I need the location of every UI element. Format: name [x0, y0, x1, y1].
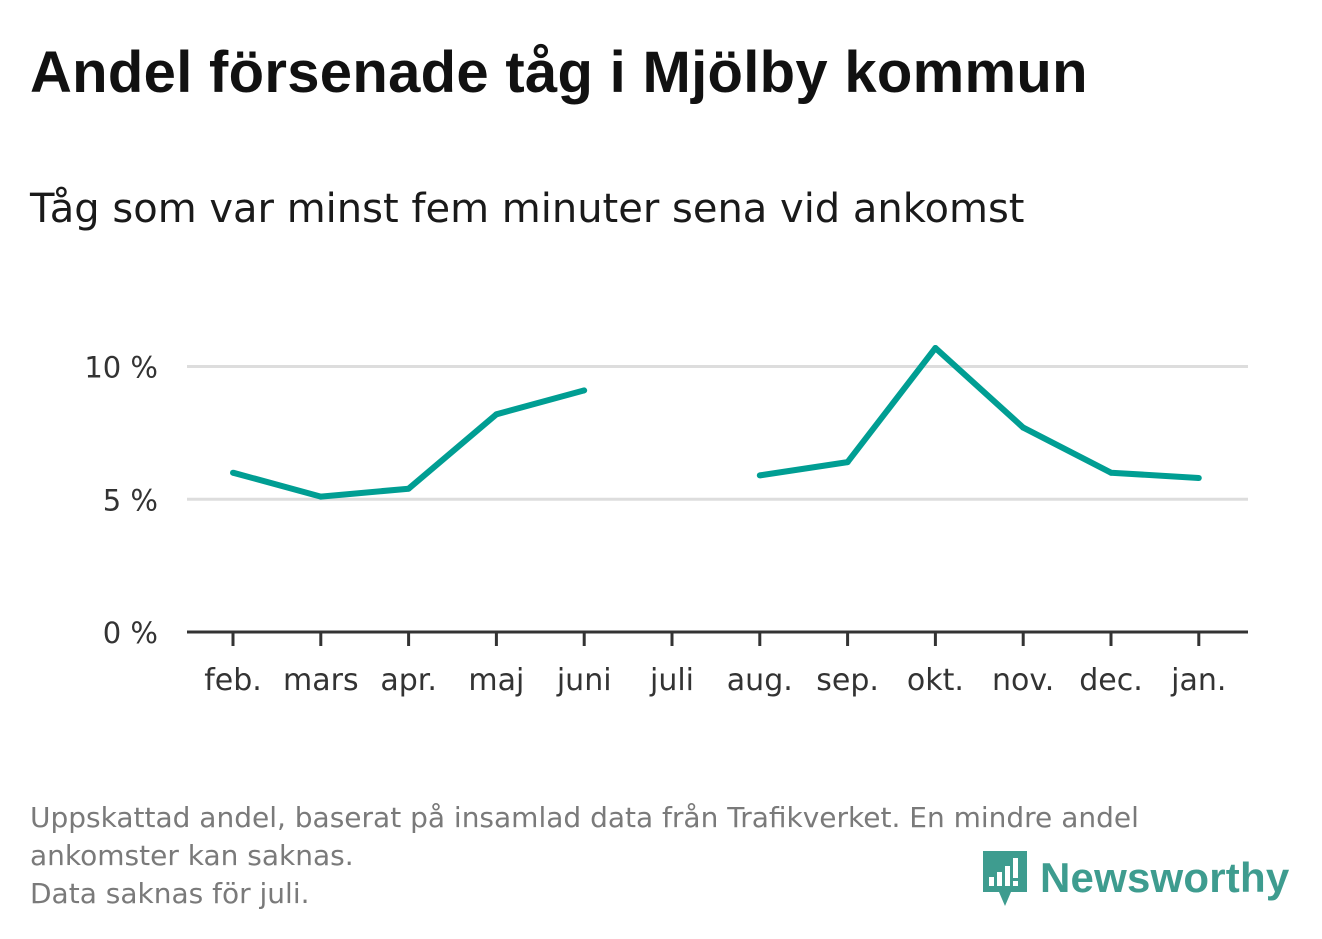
x-tick-label: mars — [283, 663, 359, 698]
series-line-segment — [759, 345, 1199, 481]
x-tick-label: apr. — [380, 663, 437, 698]
y-tick-label: 10 % — [84, 351, 158, 385]
x-tick-label: juli — [649, 663, 694, 698]
data-point — [844, 459, 851, 466]
y-axis-tick-labels: 0 % 5 % 10 % — [84, 351, 158, 650]
x-tick-label: feb. — [204, 663, 262, 698]
data-point — [756, 472, 763, 479]
x-axis — [187, 630, 1248, 646]
x-tick-label: okt. — [907, 663, 964, 698]
brand-logo: Newsworthy — [980, 848, 1289, 908]
series-line-segment — [232, 387, 585, 500]
data-point — [317, 493, 324, 500]
x-tick-label: jan. — [1170, 663, 1226, 698]
y-tick-label: 5 % — [103, 483, 158, 517]
x-tick-label: maj — [468, 663, 524, 698]
data-point — [405, 485, 412, 492]
footnote-line: ankomster kan saknas. — [30, 839, 354, 872]
x-tick-label: juni — [556, 663, 612, 698]
footnote: Uppskattad andel, baserat på insamlad da… — [30, 799, 1280, 913]
x-axis-tick-labels: feb. mars apr. maj juni juli aug. sep. okt. nov. d… — [204, 663, 1226, 698]
chart-subtitle: Tåg som var minst fem minuter sena vid a… — [30, 186, 1025, 232]
series-lines — [230, 344, 1202, 500]
brand-name: Newsworthy — [1040, 854, 1290, 901]
footnote-line: Data saknas för juli. — [30, 877, 310, 910]
data-point — [493, 411, 500, 418]
data-point — [230, 469, 236, 476]
gridlines — [187, 365, 1248, 501]
y-tick-label: 0 % — [103, 616, 158, 650]
data-point — [1020, 424, 1027, 431]
x-tick-label: aug. — [727, 663, 793, 698]
newsworthy-logo-icon — [983, 851, 1027, 906]
x-tick-label: sep. — [816, 663, 879, 698]
data-point — [581, 387, 588, 394]
x-tick-label: dec. — [1079, 663, 1143, 698]
chart-title: Andel försenade tåg i Mjölby kommun — [30, 40, 1088, 105]
data-point — [932, 344, 939, 351]
data-point — [1108, 469, 1114, 476]
footnote-line: Uppskattad andel, baserat på insamlad da… — [30, 801, 1139, 834]
data-point — [1195, 475, 1202, 482]
x-tick-label: nov. — [992, 663, 1054, 698]
line-chart: 0 % 5 % 10 % feb. mars apr. maj juni juli aug. se… — [84, 344, 1248, 698]
